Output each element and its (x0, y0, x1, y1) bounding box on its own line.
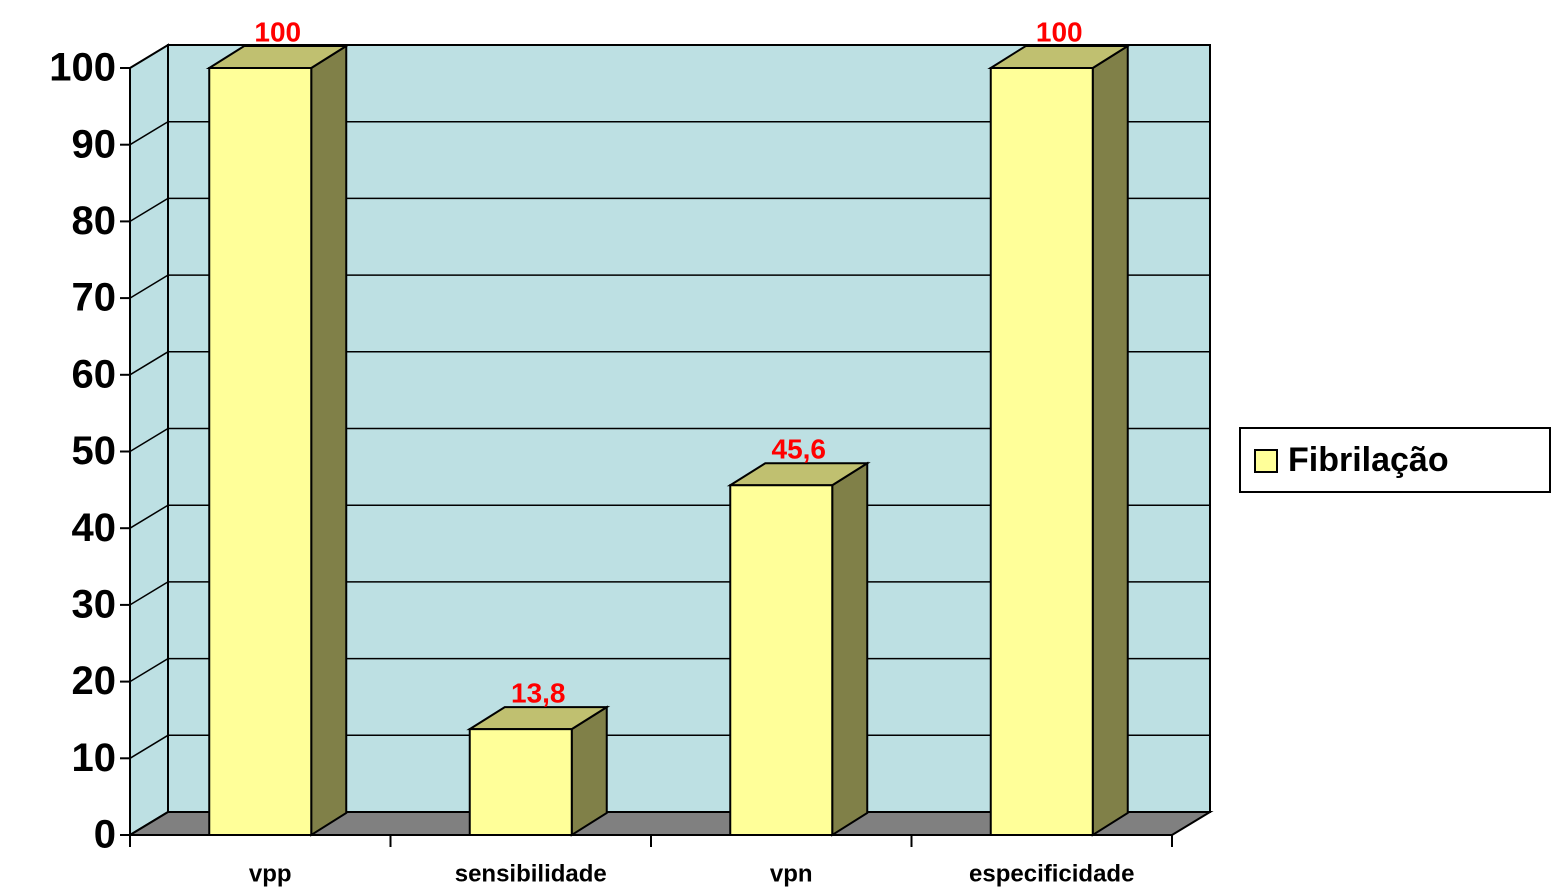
bar-side (1091, 44, 1129, 837)
y-tick-label: 20 (72, 659, 117, 703)
y-tick-label: 60 (72, 352, 117, 396)
bar (989, 67, 1094, 836)
y-tick-label: 100 (49, 46, 116, 90)
grid-line (129, 120, 1210, 146)
y-tick-label: 30 (72, 582, 117, 626)
y-tick-label: 80 (72, 199, 117, 243)
x-tick-label: sensibilidade (455, 860, 607, 887)
grid-line (129, 197, 1210, 223)
y-tick-label: 70 (72, 276, 117, 320)
grid-line (129, 274, 1210, 299)
bar (208, 67, 313, 836)
x-tick-label: especificidade (969, 860, 1134, 887)
bar (468, 728, 573, 836)
grid-line (129, 44, 1210, 69)
value-label: 100 (254, 16, 301, 47)
y-tick-label: 90 (72, 122, 117, 166)
y-tick-label: 50 (72, 429, 117, 473)
y-tick-label: 10 (72, 736, 117, 780)
value-label: 45,6 (772, 434, 827, 465)
x-tick-label: vpp (249, 860, 292, 887)
x-tick-label: vpn (770, 860, 813, 887)
legend-box (1239, 427, 1551, 493)
value-label: 100 (1036, 16, 1083, 47)
legend-swatch (1254, 449, 1278, 473)
legend-label: Fibrilação (1288, 441, 1449, 479)
grid-line (129, 351, 1210, 376)
grid-line (129, 427, 1210, 453)
bar (729, 484, 834, 836)
y-tick-label: 40 (72, 506, 117, 550)
bar-side (831, 461, 869, 837)
y-tick-label: 0 (94, 813, 116, 857)
value-label: 13,8 (511, 678, 566, 709)
bar-side (310, 44, 348, 837)
